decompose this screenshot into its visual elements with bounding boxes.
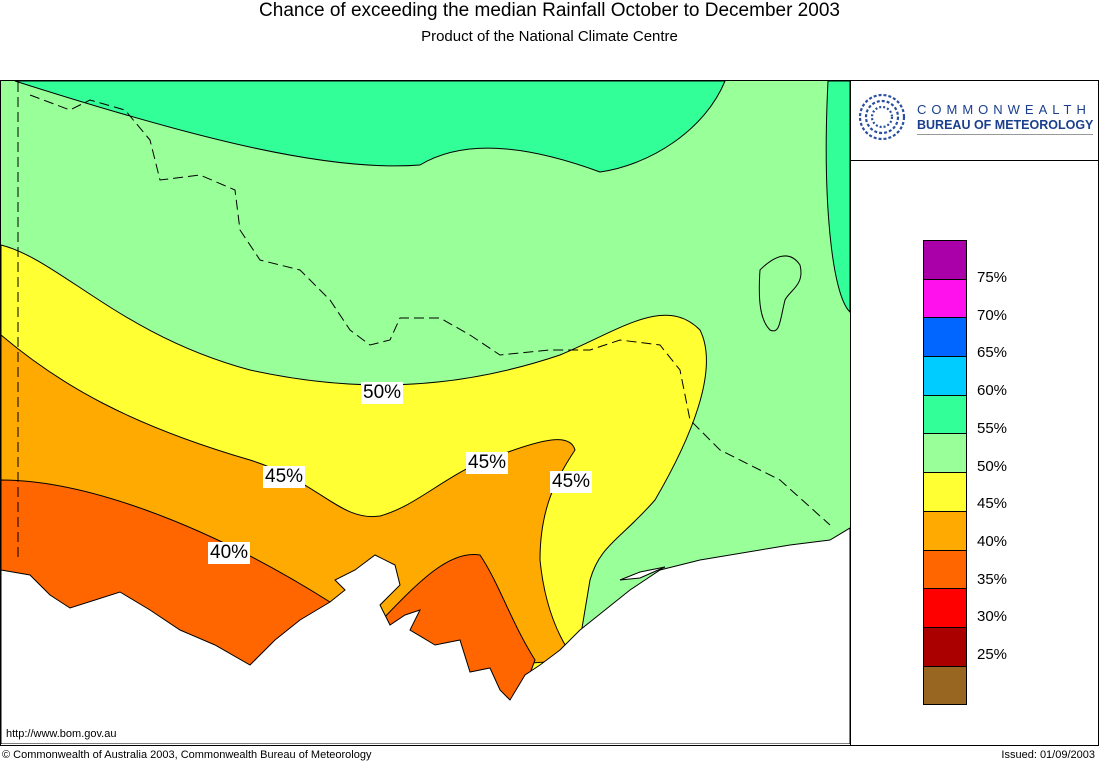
legend-swatch — [924, 473, 966, 512]
page-title: Chance of exceeding the median Rainfall … — [259, 0, 840, 21]
contour-label-45-west: 45% — [263, 466, 306, 488]
legend-label: 60% — [977, 382, 1008, 400]
rainfall-map — [1, 81, 850, 744]
island — [758, 255, 802, 332]
contour-label-45-east: 45% — [550, 471, 593, 493]
legend-label: 30% — [977, 608, 1008, 626]
state-border — [17, 82, 831, 560]
legend-swatch — [924, 666, 966, 705]
legend-label: 25% — [977, 646, 1008, 663]
legend-swatch — [924, 241, 966, 280]
legend-swatch — [924, 627, 966, 667]
issued-date: Issued: 01/09/2003 — [1001, 749, 1095, 761]
region-55-60-east — [825, 81, 850, 313]
sea-east-inlet — [619, 566, 666, 581]
contour-label-40: 40% — [208, 542, 251, 564]
legend-swatch — [924, 279, 966, 319]
bom-swirl-icon — [858, 93, 906, 141]
legend-swatch — [924, 395, 966, 435]
legend-swatch — [924, 434, 966, 474]
website-url: http://www.bom.gov.au — [6, 728, 117, 740]
legend-label: 50% — [977, 457, 1008, 475]
copyright-text: © Commonwealth of Australia 2003, Common… — [2, 749, 372, 761]
legend-swatch — [924, 357, 966, 396]
region-55-60-north — [14, 81, 726, 173]
legend-label: 65% — [977, 344, 1008, 362]
legend-label: 55% — [977, 419, 1008, 437]
contour-label-45-central: 45% — [466, 452, 509, 474]
logo-line1: COMMONWEALTH — [917, 102, 1091, 117]
legend-label: 40% — [977, 532, 1008, 550]
sea — [1, 527, 850, 744]
logo-line2: BUREAU OF METEOROLOGY — [917, 118, 1094, 135]
legend-swatch — [924, 550, 966, 590]
legend-swatch — [924, 511, 966, 551]
page-subtitle: Product of the National Climate Centre — [421, 28, 678, 45]
legend-label: 45% — [977, 495, 1008, 513]
color-legend — [923, 240, 967, 706]
legend-swatch — [924, 318, 966, 358]
legend-swatch — [924, 589, 966, 628]
legend-panel: COMMONWEALTH BUREAU OF METEOROLOGY 75% 70… — [850, 80, 1099, 745]
contour-label-50: 50% — [361, 382, 404, 404]
legend-label: 35% — [977, 570, 1008, 588]
legend-label: 70% — [977, 306, 1008, 324]
legend-label: 75% — [977, 269, 1008, 286]
bom-logo: COMMONWEALTH BUREAU OF METEOROLOGY — [851, 80, 1099, 161]
